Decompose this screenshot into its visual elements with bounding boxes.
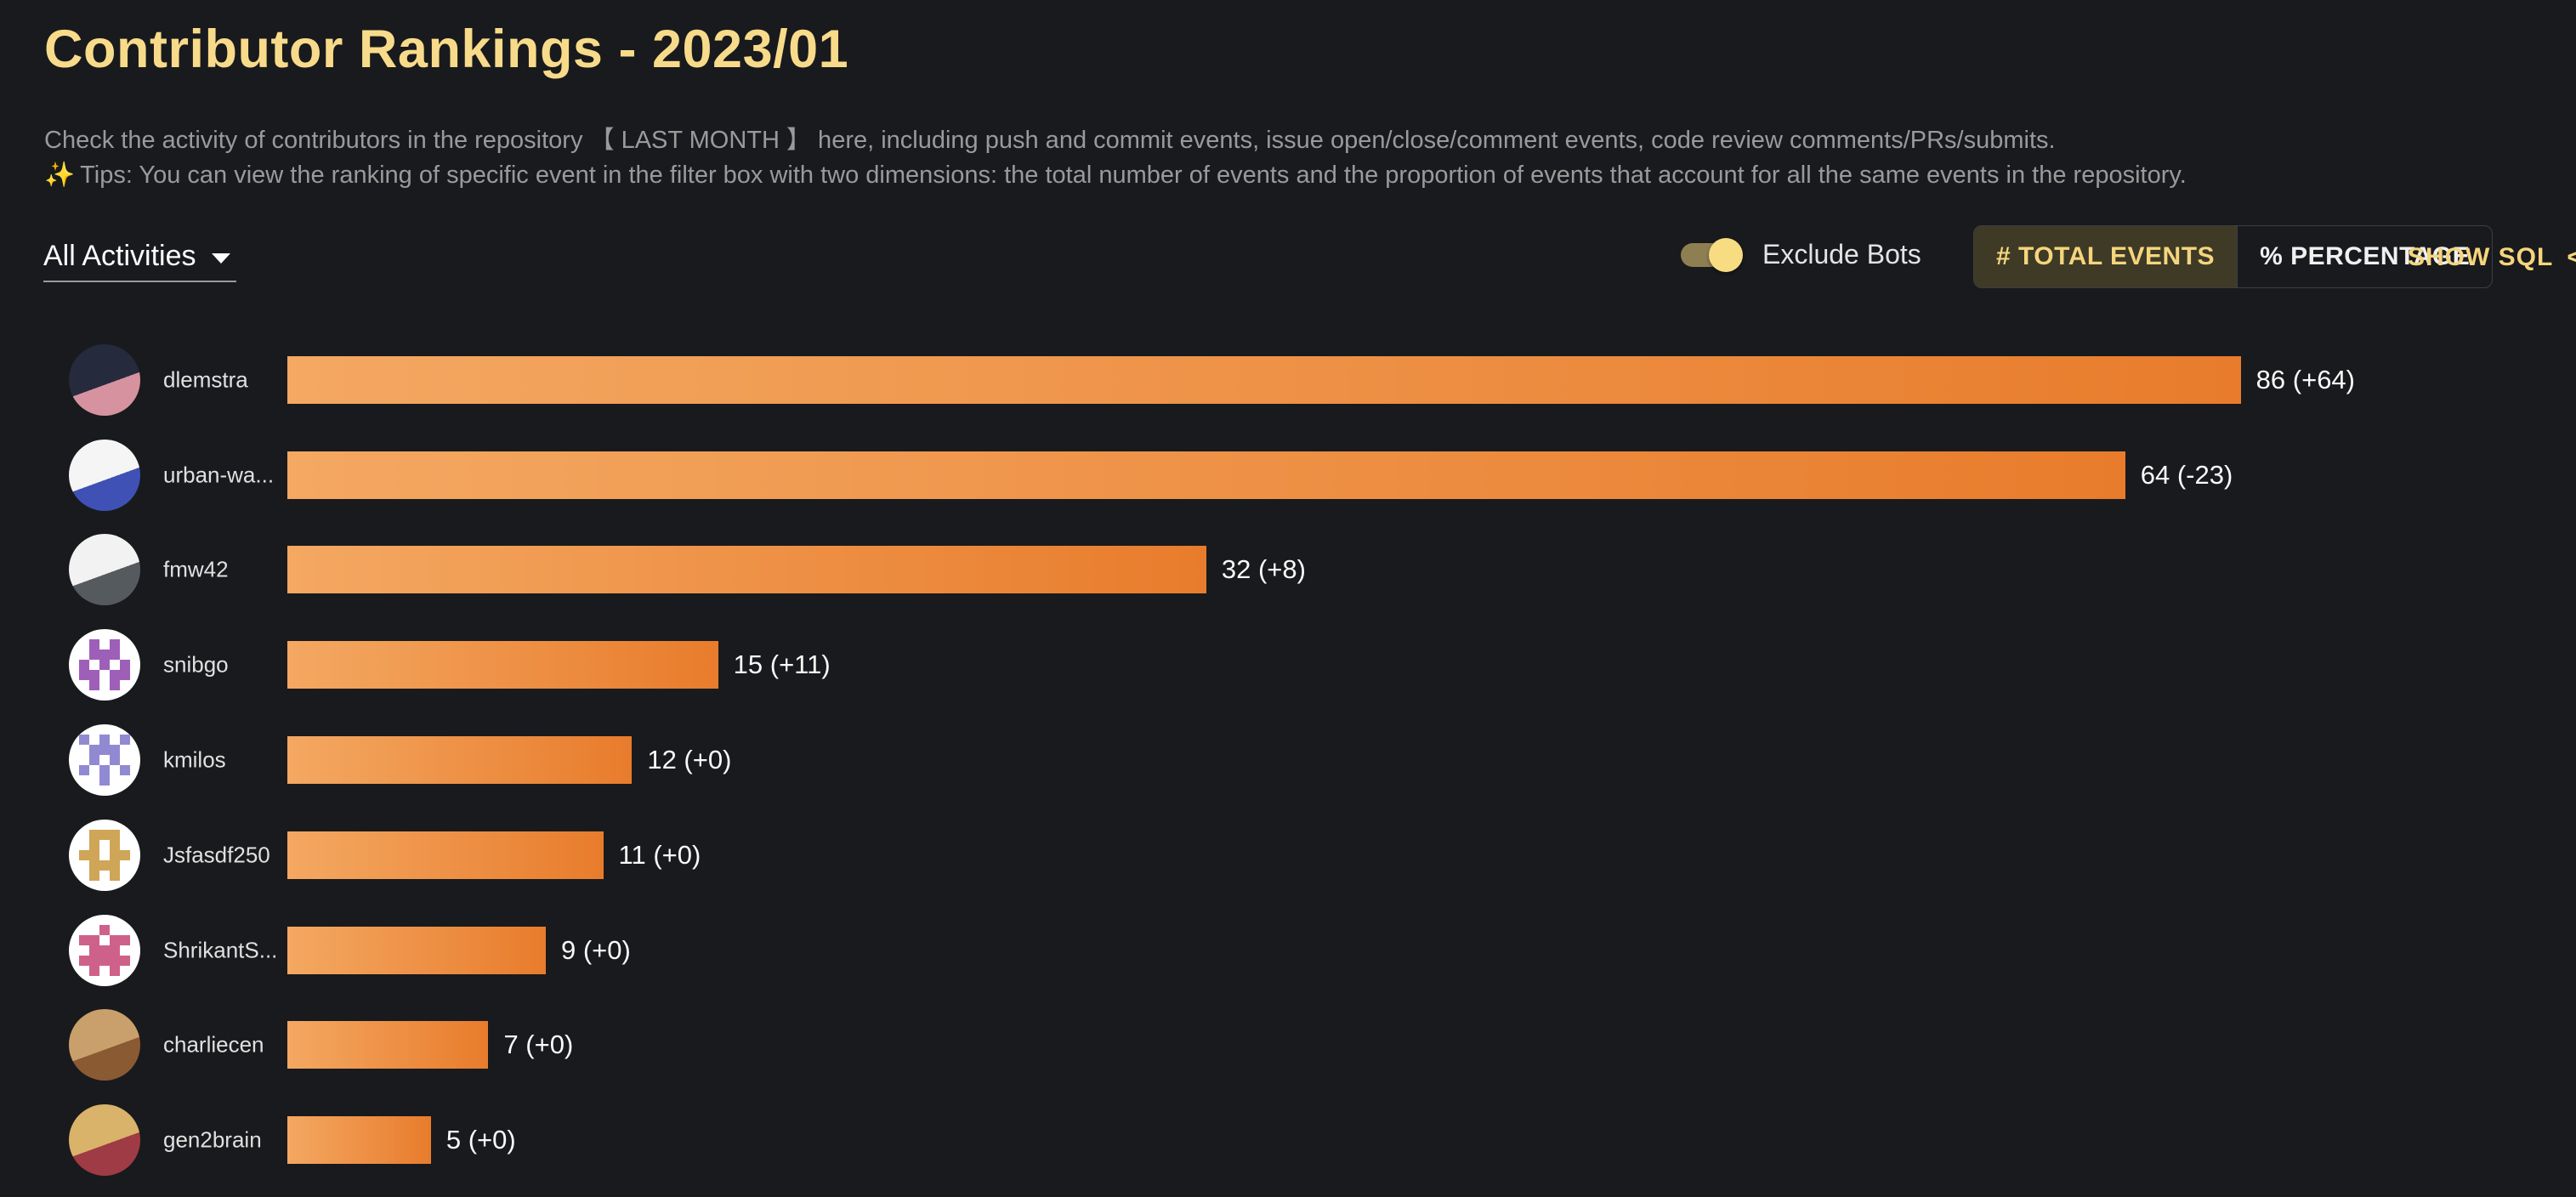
contributor-avatar[interactable] — [69, 914, 140, 986]
identicon-pattern — [79, 735, 130, 786]
identicon-pattern — [79, 924, 130, 976]
contributor-row: snibgo 15 (+11) — [0, 617, 2576, 712]
sparkle-icon: ✨ — [44, 162, 76, 189]
bar-area: 64 (-23) — [287, 428, 2355, 523]
activity-filter-select[interactable]: All Activities — [43, 231, 236, 282]
bar-value-label: 64 (-23) — [2140, 459, 2233, 490]
bar-value-label: 12 (+0) — [647, 745, 732, 775]
contributor-row: dlemstra 86 (+64) — [0, 332, 2576, 428]
contributor-bar[interactable] — [287, 926, 546, 974]
percentage-button[interactable]: % PERCENTAGE — [2238, 226, 2492, 287]
tips-text: Tips: You can view the ranking of specif… — [80, 162, 2187, 189]
contributor-name[interactable]: kmilos — [163, 746, 226, 773]
contributor-avatar[interactable] — [69, 629, 140, 701]
contributor-row: charliecen 7 (+0) — [0, 998, 2576, 1093]
bar-area: 7 (+0) — [287, 998, 2355, 1093]
page-title: Contributor Rankings - 2023/01 — [44, 20, 849, 79]
contributor-row: ShrikantS... 9 (+0) — [0, 903, 2576, 998]
contributor-bar[interactable] — [287, 355, 2241, 404]
show-sql-label: SHOW SQL — [2408, 243, 2554, 271]
contributor-name[interactable]: dlemstra — [163, 366, 248, 393]
activity-filter-value: All Activities — [43, 239, 196, 272]
contributor-row: gen2brain 5 (+0) — [0, 1092, 2576, 1188]
exclude-bots-toggle[interactable] — [1681, 237, 1743, 272]
contributor-name[interactable]: ShrikantS... — [163, 937, 278, 963]
bar-value-label: 11 (+0) — [618, 839, 701, 870]
bar-value-label: 7 (+0) — [503, 1030, 574, 1060]
show-sql-button[interactable]: SHOW SQL <> — [2408, 243, 2576, 272]
contributor-row: Jsfasdf250 11 (+0) — [0, 808, 2576, 903]
contributor-bar[interactable] — [287, 546, 1206, 594]
bar-value-label: 86 (+64) — [2255, 364, 2355, 394]
contributor-bar[interactable] — [287, 1116, 431, 1165]
chevron-down-icon — [211, 253, 230, 264]
bar-area: 15 (+11) — [287, 617, 2355, 712]
contributor-bar-chart: dlemstra 86 (+64) urban-wa... 64 (-23) f… — [0, 332, 2576, 1188]
bar-value-label: 15 (+11) — [733, 650, 831, 680]
contributor-name[interactable]: charliecen — [163, 1031, 264, 1058]
contributor-name[interactable]: snibgo — [163, 651, 229, 678]
identicon-pattern — [79, 829, 130, 881]
contributor-name[interactable]: urban-wa... — [163, 462, 275, 488]
contributor-bar[interactable] — [287, 831, 604, 879]
contributor-avatar[interactable] — [69, 534, 140, 606]
contributor-row: urban-wa... 64 (-23) — [0, 428, 2576, 523]
percentage-label: % PERCENTAGE — [2260, 242, 2471, 270]
contributor-row: kmilos 12 (+0) — [0, 712, 2576, 808]
contributor-name[interactable]: gen2brain — [163, 1126, 262, 1153]
bar-area: 9 (+0) — [287, 903, 2355, 998]
contributor-avatar[interactable] — [69, 1104, 140, 1177]
contributor-bar[interactable] — [287, 736, 633, 785]
toggle-thumb — [1709, 237, 1743, 272]
bar-area: 32 (+8) — [287, 523, 2355, 618]
identicon-pattern — [79, 639, 130, 691]
bar-area: 86 (+64) — [287, 332, 2355, 428]
bar-area: 11 (+0) — [287, 808, 2355, 903]
bar-value-label: 5 (+0) — [445, 1125, 516, 1155]
page-description: Check the activity of contributors in th… — [44, 127, 2056, 154]
contributor-bar[interactable] — [287, 451, 2125, 499]
contributor-avatar[interactable] — [69, 439, 140, 511]
contributor-avatar[interactable] — [69, 819, 140, 891]
contributor-name[interactable]: fmw42 — [163, 556, 229, 582]
total-events-button[interactable]: # TOTAL EVENTS — [1974, 226, 2238, 287]
exclude-bots-label: Exclude Bots — [1762, 239, 1921, 269]
page-tips: ✨ Tips: You can view the ranking of speci… — [44, 161, 2187, 190]
bar-area: 5 (+0) — [287, 1092, 2355, 1188]
bar-value-label: 9 (+0) — [561, 934, 631, 965]
contributor-bar[interactable] — [287, 641, 718, 689]
total-events-label: # TOTAL EVENTS — [1996, 242, 2216, 270]
metric-toggle-group: # TOTAL EVENTS % PERCENTAGE — [1973, 225, 2494, 288]
bar-value-label: 32 (+8) — [1221, 554, 1306, 585]
contributor-avatar[interactable] — [69, 343, 140, 416]
exclude-bots-control: Exclude Bots — [1681, 237, 1921, 272]
contributor-avatar[interactable] — [69, 1009, 140, 1081]
contributor-row: fmw42 32 (+8) — [0, 523, 2576, 618]
bar-area: 12 (+0) — [287, 712, 2355, 808]
contributor-avatar[interactable] — [69, 724, 140, 797]
code-icon: <> — [2567, 243, 2576, 272]
contributor-name[interactable]: Jsfasdf250 — [163, 842, 270, 868]
contributor-bar[interactable] — [287, 1021, 489, 1069]
